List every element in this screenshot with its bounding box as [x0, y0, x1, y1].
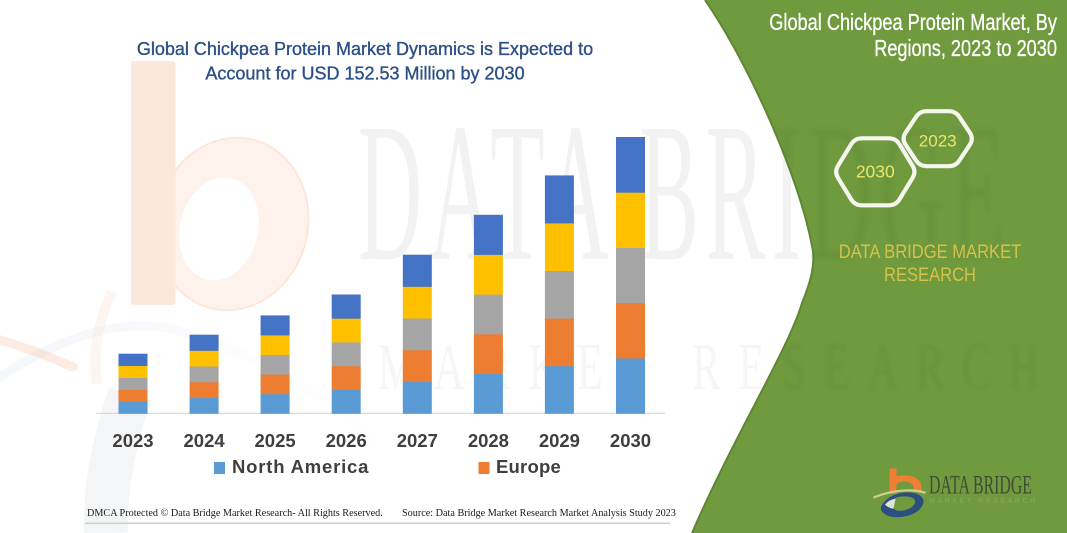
svg-text:Europe: Europe: [496, 456, 561, 477]
svg-text:MARKET RESEARCH: MARKET RESEARCH: [929, 498, 1038, 505]
svg-text:2027: 2027: [397, 430, 438, 451]
svg-text:Regions, 2023 to 2030: Regions, 2023 to 2030: [874, 36, 1057, 62]
svg-text:Global Chickpea Protein Market: Global Chickpea Protein Market, By: [769, 10, 1057, 36]
svg-text:2030: 2030: [610, 430, 651, 451]
svg-text:2026: 2026: [326, 430, 367, 451]
svg-text:2028: 2028: [468, 430, 509, 451]
svg-text:DMCA Protected © Data Bridge M: DMCA Protected © Data Bridge Market Rese…: [87, 508, 383, 519]
svg-text:2024: 2024: [184, 430, 226, 451]
svg-text:2025: 2025: [255, 430, 296, 451]
svg-text:Global Chickpea Protein Market: Global Chickpea Protein Market Dynamics …: [137, 39, 593, 59]
svg-text:DATA BRIDGE: DATA BRIDGE: [929, 471, 1032, 500]
svg-text:DATA BRIDGE MARKET: DATA BRIDGE MARKET: [839, 241, 1021, 263]
svg-text:RESEARCH: RESEARCH: [884, 264, 976, 286]
svg-text:2030: 2030: [856, 162, 895, 182]
svg-text:2029: 2029: [539, 430, 580, 451]
svg-text:Account for USD 152.53 Million: Account for USD 152.53 Million by 2030: [205, 64, 524, 84]
svg-text:North America: North America: [232, 456, 369, 477]
svg-text:2023: 2023: [112, 430, 153, 451]
svg-text:2023: 2023: [919, 132, 957, 151]
svg-text:Source: Data Bridge Market Res: Source: Data Bridge Market Research Mark…: [402, 508, 676, 519]
